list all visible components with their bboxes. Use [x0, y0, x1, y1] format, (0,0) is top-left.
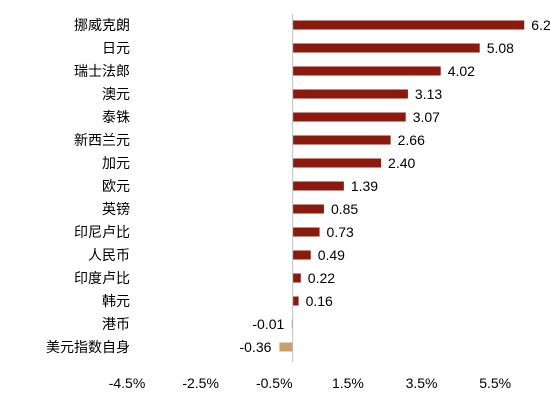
category-label-0: 挪威克朗	[74, 17, 130, 33]
value-label-4: 3.07	[413, 109, 440, 125]
value-label-11: 0.22	[308, 270, 335, 286]
value-label-7: 1.39	[351, 178, 378, 194]
bar-3	[292, 89, 408, 99]
x-tick-label-1: -2.5%	[182, 375, 219, 391]
value-labels-group: 6.29 5.08 4.02 3.13 3.07 2.66 2.40 1.39 0.85 0.73…	[240, 17, 550, 355]
category-label-5: 新西兰元	[74, 132, 130, 148]
x-tick-label-4: 3.5%	[406, 375, 438, 391]
bar-0	[292, 20, 525, 30]
x-tick-label-3: 1.5%	[332, 375, 364, 391]
bar-10	[292, 250, 311, 260]
x-tick-label-5: 5.5%	[479, 375, 511, 391]
category-label-4: 泰铢	[102, 109, 130, 125]
category-label-3: 澳元	[102, 86, 130, 102]
category-label-7: 欧元	[102, 178, 130, 194]
x-tick-label-2: -0.5%	[256, 375, 293, 391]
category-labels-group: 挪威克朗日元瑞士法郎澳元泰铢新西兰元加元欧元英镑印尼卢比人民币印度卢比韩元港币美…	[46, 17, 130, 355]
value-label-8: 0.85	[331, 201, 358, 217]
category-label-1: 日元	[102, 40, 130, 56]
value-label-5: 2.66	[398, 132, 425, 148]
category-label-8: 英镑	[102, 201, 130, 217]
value-label-0: 6.29	[531, 17, 550, 33]
category-label-6: 加元	[102, 155, 130, 171]
value-label-12: 0.16	[306, 293, 333, 309]
x-tick-label-0: -4.5%	[109, 375, 146, 391]
value-label-3: 3.13	[415, 86, 442, 102]
category-label-13: 港币	[102, 316, 130, 332]
category-label-2: 瑞士法郎	[74, 63, 130, 79]
value-label-6: 2.40	[388, 155, 415, 171]
value-label-2: 4.02	[448, 63, 475, 79]
bar-11	[292, 273, 301, 283]
category-label-12: 韩元	[102, 293, 130, 309]
value-label-14: -0.36	[240, 339, 272, 355]
category-label-14: 美元指数自身	[46, 339, 130, 355]
category-label-11: 印度卢比	[74, 270, 130, 286]
bar-8	[292, 204, 324, 214]
bar-2	[292, 66, 441, 76]
bars-group	[279, 20, 525, 352]
bar-6	[292, 158, 382, 168]
bar-9	[292, 227, 320, 237]
value-label-10: 0.49	[318, 247, 345, 263]
bar-7	[292, 181, 344, 191]
bar-5	[292, 135, 391, 145]
category-label-10: 人民币	[88, 247, 130, 263]
value-label-13: -0.01	[252, 316, 284, 332]
bar-1	[292, 43, 480, 53]
x-tick-labels-group: -4.5% -2.5% -0.5% 1.5% 3.5% 5.5%	[109, 375, 511, 391]
bar-14	[279, 342, 293, 352]
bar-12	[292, 296, 299, 306]
category-label-9: 印尼卢比	[74, 224, 130, 240]
bar-4	[292, 112, 406, 122]
value-label-9: 0.73	[327, 224, 354, 240]
value-label-1: 5.08	[487, 40, 514, 56]
